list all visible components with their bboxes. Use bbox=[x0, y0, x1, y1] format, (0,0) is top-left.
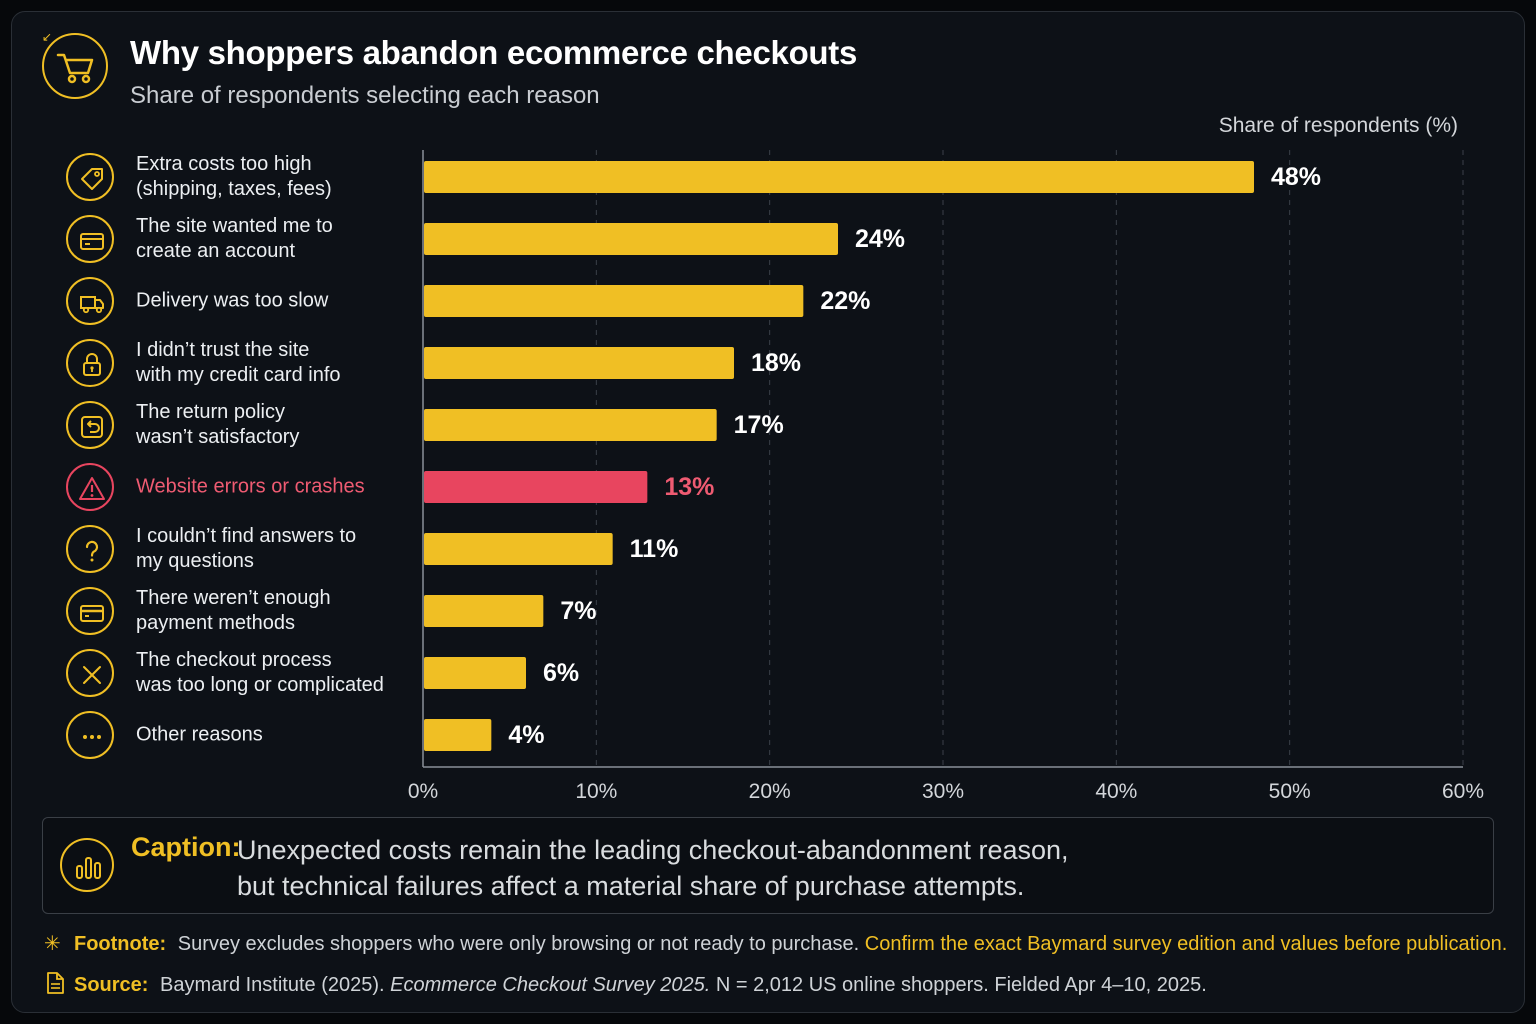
bar bbox=[424, 471, 648, 503]
source: Source: Baymard Institute (2025). Ecomme… bbox=[44, 971, 1207, 997]
category-label: The return policy wasn’t satisfactory bbox=[136, 400, 416, 450]
bar bbox=[424, 223, 838, 255]
bar bbox=[424, 719, 492, 751]
footnote-label: Footnote: bbox=[74, 933, 167, 955]
category-label-line-1: I couldn’t find answers to bbox=[136, 525, 357, 547]
warning-icon bbox=[66, 463, 114, 511]
x-axis-title: Share of respondents (%) bbox=[1218, 114, 1458, 137]
source-title: Ecommerce Checkout Survey 2025. bbox=[390, 974, 711, 996]
category-label-line-1: Extra costs too high bbox=[136, 153, 312, 175]
bar bbox=[424, 347, 734, 379]
source-text-after: N = 2,012 US online shoppers. Fielded Ap… bbox=[715, 974, 1207, 996]
category-label: The checkout process was too long or comp… bbox=[136, 648, 416, 698]
category-row: I didn’t trust the site with my credit ca… bbox=[66, 338, 411, 388]
bar-value-label: 11% bbox=[630, 535, 679, 563]
category-label: Other reasons bbox=[136, 723, 416, 748]
x-tick-label: 40% bbox=[1095, 780, 1137, 803]
caption-box: Caption: Unexpected costs remain the lea… bbox=[42, 817, 1494, 914]
source-text-before: Baymard Institute (2025). bbox=[160, 974, 385, 996]
category-label-line-2: wasn’t satisfactory bbox=[136, 426, 300, 448]
category-label: Extra costs too high (shipping, taxes, fe… bbox=[136, 152, 416, 202]
sparkle-icon: ✳ bbox=[44, 933, 61, 955]
bar-value-label: 6% bbox=[543, 659, 579, 687]
category-row: The return policy wasn’t satisfactory bbox=[66, 400, 411, 450]
footnote-text: Survey excludes shoppers who were only b… bbox=[177, 933, 860, 955]
category-label-line-2: payment methods bbox=[136, 612, 295, 634]
question-icon bbox=[66, 525, 114, 573]
card-icon bbox=[66, 215, 114, 263]
footnote: ✳ Footnote: Survey excludes shoppers who … bbox=[44, 931, 1507, 956]
bar-value-label: 22% bbox=[820, 287, 870, 315]
caption-label: Caption: bbox=[131, 832, 241, 862]
category-label-line-1: I didn’t trust the site bbox=[136, 339, 310, 361]
caption-text: Unexpected costs remain the leading chec… bbox=[237, 832, 1097, 904]
bar-chart: 0% 10% 20% 30% 40% 50% 60% 48% 24% 22% 18% 17% 13% 11… bbox=[408, 150, 1484, 803]
x-tick-label: 0% bbox=[408, 780, 438, 803]
caption-line-1: Unexpected costs remain the leading chec… bbox=[237, 835, 1069, 865]
category-label: Delivery was too slow bbox=[136, 289, 416, 314]
bar bbox=[424, 595, 544, 627]
bar-value-label: 13% bbox=[664, 473, 714, 501]
category-row: There weren’t enough payment methods bbox=[66, 586, 411, 636]
bar-value-label: 24% bbox=[855, 225, 905, 253]
category-label: Website errors or crashes bbox=[136, 475, 416, 500]
document-icon bbox=[44, 971, 74, 997]
category-row: Extra costs too high (shipping, taxes, fe… bbox=[66, 152, 411, 202]
return-icon bbox=[66, 401, 114, 449]
credit-card-icon bbox=[66, 587, 114, 635]
caption-line-2: but technical failures affect a material… bbox=[237, 871, 1025, 901]
x-tick-label: 30% bbox=[922, 780, 964, 803]
source-label: Source: bbox=[74, 974, 149, 996]
category-label-line-1: The checkout process bbox=[136, 649, 332, 671]
price-tag-icon bbox=[66, 153, 114, 201]
bar-value-label: 7% bbox=[560, 597, 596, 625]
category-label-line-1: The site wanted me to bbox=[136, 215, 333, 237]
shopping-cart-icon bbox=[42, 33, 108, 99]
category-label-line-1: Other reasons bbox=[136, 723, 263, 746]
corner-arrow-icon: ↙ bbox=[42, 30, 53, 44]
bar-chart-icon bbox=[60, 838, 114, 892]
bar-value-label: 17% bbox=[734, 411, 784, 439]
bar bbox=[424, 285, 804, 317]
category-label: I didn’t trust the site with my credit ca… bbox=[136, 338, 416, 388]
category-label-line-1: Website errors or crashes bbox=[136, 475, 365, 498]
bar bbox=[424, 409, 717, 441]
category-row: Delivery was too slow bbox=[66, 276, 411, 326]
category-label-line-2: my questions bbox=[136, 550, 254, 572]
footnote-highlight: Confirm the exact Baymard survey edition… bbox=[864, 933, 1508, 955]
category-row: Website errors or crashes bbox=[66, 462, 411, 512]
category-label-line-2: create an account bbox=[136, 240, 295, 262]
category-label-line-1: There weren’t enough bbox=[136, 587, 331, 609]
category-label: There weren’t enough payment methods bbox=[136, 586, 416, 636]
category-row: The checkout process was too long or comp… bbox=[66, 648, 411, 698]
x-tick-label: 10% bbox=[575, 780, 617, 803]
padlock-icon bbox=[66, 339, 114, 387]
category-label: The site wanted me to create an account bbox=[136, 214, 416, 264]
delivery-truck-icon bbox=[66, 277, 114, 325]
category-label-line-2: was too long or complicated bbox=[136, 674, 384, 696]
category-label-line-1: The return policy bbox=[136, 401, 285, 423]
bar bbox=[424, 533, 613, 565]
x-circle-icon bbox=[66, 649, 114, 697]
category-label: I couldn’t find answers to my questions bbox=[136, 524, 416, 574]
bar bbox=[424, 657, 526, 689]
chart-subtitle: Share of respondents selecting each reas… bbox=[130, 82, 600, 109]
ellipsis-icon bbox=[66, 711, 114, 759]
x-tick-label: 20% bbox=[749, 780, 791, 803]
bar-value-label: 4% bbox=[508, 721, 544, 749]
category-label-line-2: with my credit card info bbox=[136, 364, 341, 386]
category-label-line-1: Delivery was too slow bbox=[136, 289, 329, 312]
category-label-line-2: (shipping, taxes, fees) bbox=[136, 178, 332, 200]
category-row: The site wanted me to create an account bbox=[66, 214, 411, 264]
category-row: Other reasons bbox=[66, 710, 411, 760]
chart-title: Why shoppers abandon ecommerce checkouts bbox=[130, 34, 858, 71]
bar bbox=[424, 161, 1254, 193]
x-tick-label: 60% bbox=[1442, 780, 1484, 803]
bar-value-label: 18% bbox=[751, 349, 801, 377]
x-tick-label: 50% bbox=[1269, 780, 1311, 803]
bar-value-label: 48% bbox=[1271, 163, 1321, 191]
category-row: I couldn’t find answers to my questions bbox=[66, 524, 411, 574]
